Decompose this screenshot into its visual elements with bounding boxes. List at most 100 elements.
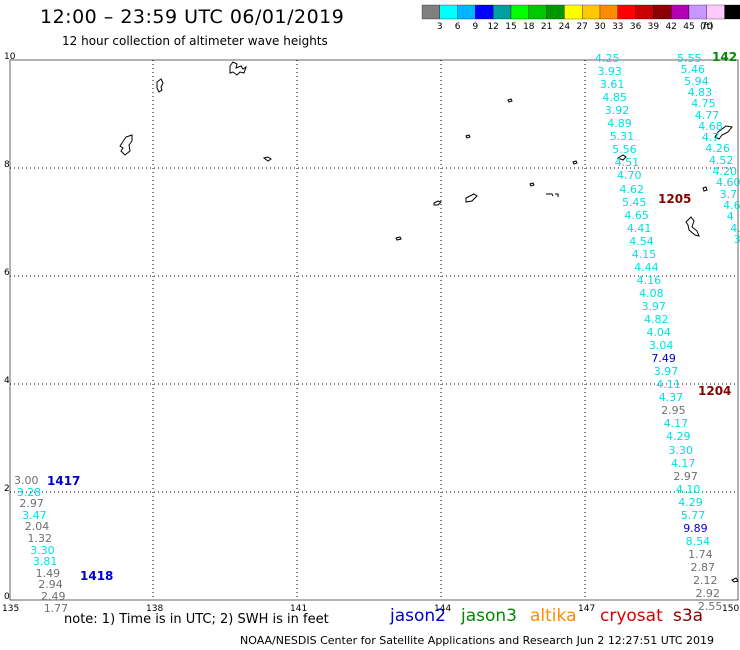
pass-label-142: 142: [712, 50, 738, 64]
color-scale-label: 27: [576, 22, 588, 32]
right-track-value: 4.26: [705, 142, 730, 156]
right-track-value: 4: [726, 210, 734, 224]
middle-track-value: 4.41: [626, 221, 652, 235]
middle-track-value: 4.17: [663, 417, 689, 431]
color-scale-swatch: [724, 4, 740, 20]
middle-track-value: 4.85: [602, 91, 627, 105]
grid-lines: [10, 60, 738, 600]
right-track-value: 4.6: [723, 198, 740, 212]
middle-track-value: 3.30: [668, 443, 694, 457]
middle-track-value: 5.56: [612, 143, 637, 157]
left-track-value: 1.32: [27, 532, 53, 545]
y-tick-2: 2: [4, 484, 10, 494]
map-frame: [9, 59, 739, 601]
color-scale-swatch: [599, 4, 618, 20]
middle-track-value: 4.17: [670, 456, 696, 470]
middle-track-value: 7.49: [651, 352, 676, 366]
left-track-value: 1.77: [43, 601, 69, 615]
color-scale-swatch: [421, 4, 440, 20]
middle-track-value: 5.77: [680, 508, 706, 522]
middle-track-value: 3.93: [597, 65, 622, 79]
middle-track-value: 1.74: [688, 547, 713, 561]
color-scale-swatch: [617, 4, 636, 20]
color-scale-label: 15: [505, 22, 517, 32]
left-track-value: 3.81: [32, 555, 58, 569]
middle-track-value: 4.82: [644, 313, 669, 326]
middle-track-value: 4.10: [675, 482, 701, 496]
left-track-value: 1.49: [35, 566, 61, 580]
middle-track-value: 4.51: [614, 156, 640, 170]
footer-credit: NOAA/NESDIS Center for Satellite Applica…: [240, 634, 715, 647]
right-track-value: 5.55: [677, 52, 702, 65]
right-track-value: 5.46: [680, 63, 706, 77]
middle-track-value: 3.92: [604, 104, 630, 118]
middle-track-value: 3.97: [641, 299, 667, 313]
color-scale-label: 3: [436, 22, 443, 32]
middle-track-value: 3.04: [648, 339, 674, 353]
middle-track-value: 4.44: [634, 260, 659, 274]
x-tick-144: 144: [434, 604, 452, 614]
color-scale-bar: [421, 4, 740, 20]
middle-track-value: 4.29: [678, 495, 703, 509]
color-scale-swatch: [671, 4, 690, 20]
color-scale-swatch: [510, 4, 529, 20]
middle-track-value: 8.54: [685, 534, 711, 548]
pass-label-1205: 1205: [658, 192, 692, 206]
y-tick-4: 4: [4, 376, 10, 386]
page-subtitle: 12 hour collection of altimeter wave hei…: [62, 34, 328, 48]
x-tick-141: 141: [290, 604, 308, 614]
color-scale-label: 45: [683, 22, 695, 32]
middle-track-value: 4.62: [619, 182, 645, 196]
middle-track-value: 4.15: [631, 247, 657, 261]
right-track-value: 3.7: [719, 187, 738, 201]
color-scale-swatch: [582, 4, 601, 20]
middle-track-value: 4.29: [666, 430, 691, 444]
color-scale-label: 21: [540, 22, 553, 32]
right-track-value: 4.20: [712, 165, 738, 178]
left-track-value: 3.00: [14, 474, 39, 487]
middle-track-value: 9.89: [683, 521, 708, 535]
middle-track-value: 5.45: [621, 195, 647, 209]
middle-track-value: 3.61: [599, 78, 625, 92]
right-track-value: 4.7: [701, 131, 720, 145]
island-outlines: [119, 61, 739, 583]
right-track-value: 4.68: [698, 119, 723, 133]
color-scale-swatch: [493, 4, 512, 20]
middle-track-value: 2.55: [697, 600, 723, 614]
y-tick-8: 8: [4, 160, 10, 170]
left-track-value: 2.94: [38, 578, 63, 592]
right-track-value: 4.: [730, 221, 740, 235]
color-scale-swatch: [475, 4, 494, 20]
color-scale-label: 36: [629, 22, 642, 32]
middle-track-value: 4.11: [656, 378, 681, 392]
color-scale-label: 18: [523, 22, 535, 32]
right-track-value: 4.77: [694, 108, 720, 122]
color-scale-label: 12: [487, 22, 499, 32]
x-tick-138: 138: [146, 604, 164, 614]
right-track-value: 4.52: [708, 153, 734, 167]
legend-s3a: s3a: [673, 606, 704, 626]
color-scale-label: 33: [612, 22, 624, 32]
color-scale-label: 42: [665, 22, 677, 32]
right-track-value: 4.60: [716, 176, 740, 190]
left-track-value: 3.28: [16, 485, 42, 499]
color-scale-label: 6: [454, 22, 461, 32]
middle-track-value: 4.70: [617, 169, 642, 183]
legend-jason3: jason3: [461, 606, 517, 626]
middle-track-value: 2.92: [695, 587, 720, 601]
middle-track-value: 2.12: [693, 574, 718, 587]
middle-track-value: 2.87: [690, 560, 716, 574]
middle-track-value: 2.97: [673, 469, 698, 483]
color-scale-swatch: [635, 4, 654, 20]
color-scale-label: 9: [472, 22, 479, 32]
y-tick-0: 0: [4, 592, 10, 602]
pass-label-1204: 1204: [698, 384, 732, 398]
middle-track-value: 4.25: [595, 52, 620, 65]
y-tick-6: 6: [4, 268, 10, 278]
left-track-value: 3.30: [30, 543, 55, 557]
pass-label-1417: 1417: [47, 474, 81, 488]
right-track-value: 4.83: [687, 85, 713, 99]
left-track-value: 2.97: [19, 497, 44, 511]
color-scale-label: 30: [594, 22, 606, 32]
